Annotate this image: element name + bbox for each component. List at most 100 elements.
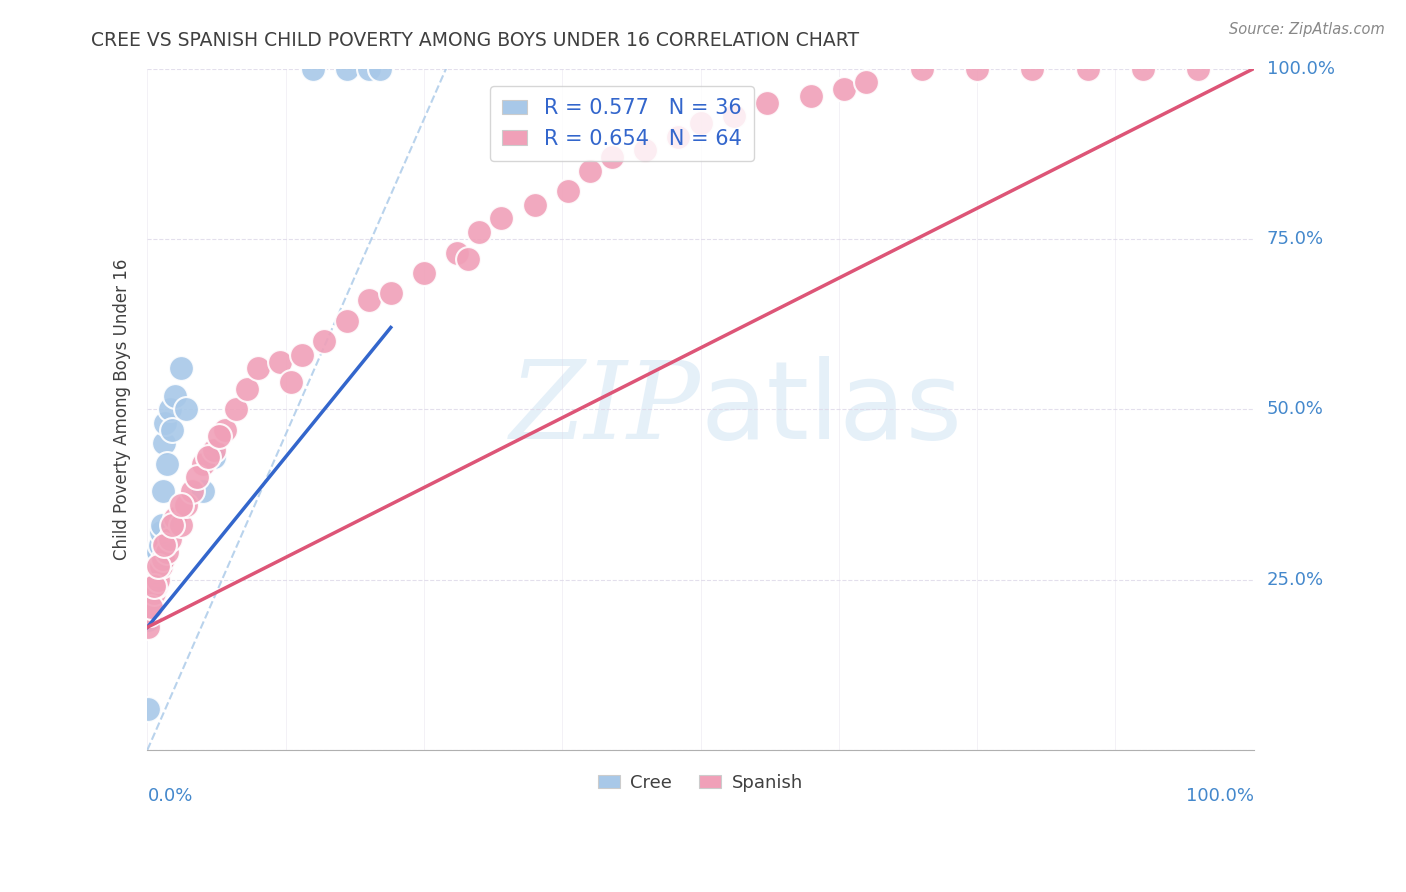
- Point: [138, 607, 160, 621]
- Point: [600, 150, 623, 164]
- Point: [143, 558, 166, 573]
- Point: [156, 545, 179, 559]
- Point: [146, 552, 169, 566]
- Point: [165, 511, 187, 525]
- Point: [153, 436, 176, 450]
- Point: [143, 573, 166, 587]
- Point: [269, 354, 291, 368]
- Point: [165, 389, 187, 403]
- Point: [152, 483, 174, 498]
- Point: [191, 483, 214, 498]
- Point: [148, 545, 170, 559]
- Point: [357, 293, 380, 308]
- Point: [523, 198, 546, 212]
- Point: [668, 129, 690, 144]
- Point: [146, 566, 169, 580]
- Point: [180, 483, 202, 498]
- Point: [139, 599, 162, 614]
- Point: [634, 144, 657, 158]
- Point: [468, 225, 491, 239]
- Point: [139, 593, 162, 607]
- Point: [156, 457, 179, 471]
- Point: [138, 702, 160, 716]
- Point: [145, 579, 167, 593]
- Point: [214, 423, 236, 437]
- Point: [202, 450, 225, 464]
- Point: [380, 286, 402, 301]
- Point: [225, 402, 247, 417]
- Point: [152, 552, 174, 566]
- Point: [855, 75, 877, 89]
- Point: [149, 558, 172, 573]
- Point: [142, 586, 165, 600]
- Point: [1021, 62, 1043, 76]
- Point: [186, 470, 208, 484]
- Point: [153, 539, 176, 553]
- Point: [1187, 62, 1209, 76]
- Point: [291, 348, 314, 362]
- Legend: Cree, Spanish: Cree, Spanish: [591, 766, 810, 798]
- Point: [141, 599, 163, 614]
- Point: [148, 558, 170, 573]
- Text: 100.0%: 100.0%: [1185, 788, 1254, 805]
- Text: 75.0%: 75.0%: [1267, 230, 1324, 248]
- Point: [357, 62, 380, 76]
- Point: [139, 586, 162, 600]
- Point: [800, 88, 823, 103]
- Point: [446, 245, 468, 260]
- Point: [174, 498, 197, 512]
- Point: [557, 184, 579, 198]
- Point: [159, 402, 181, 417]
- Point: [208, 429, 231, 443]
- Point: [150, 518, 173, 533]
- Text: 100.0%: 100.0%: [1267, 60, 1334, 78]
- Point: [149, 524, 172, 539]
- Point: [139, 599, 162, 614]
- Point: [143, 579, 166, 593]
- Point: [236, 382, 259, 396]
- Point: [160, 423, 183, 437]
- Point: [148, 573, 170, 587]
- Point: [191, 457, 214, 471]
- Point: [335, 313, 357, 327]
- Text: 50.0%: 50.0%: [1267, 401, 1324, 418]
- Point: [202, 443, 225, 458]
- Point: [491, 211, 513, 226]
- Point: [138, 620, 160, 634]
- Point: [413, 266, 436, 280]
- Point: [169, 361, 191, 376]
- Point: [143, 586, 166, 600]
- Point: [457, 252, 479, 267]
- Point: [280, 375, 302, 389]
- Text: Source: ZipAtlas.com: Source: ZipAtlas.com: [1229, 22, 1385, 37]
- Point: [143, 579, 166, 593]
- Point: [169, 498, 191, 512]
- Point: [1077, 62, 1099, 76]
- Point: [335, 62, 357, 76]
- Point: [1132, 62, 1154, 76]
- Text: CREE VS SPANISH CHILD POVERTY AMONG BOYS UNDER 16 CORRELATION CHART: CREE VS SPANISH CHILD POVERTY AMONG BOYS…: [91, 31, 859, 50]
- Point: [159, 532, 181, 546]
- Point: [141, 579, 163, 593]
- Point: [966, 62, 988, 76]
- Point: [141, 593, 163, 607]
- Point: [169, 518, 191, 533]
- Point: [755, 95, 778, 110]
- Point: [160, 518, 183, 533]
- Point: [143, 573, 166, 587]
- Point: [174, 402, 197, 417]
- Point: [153, 416, 176, 430]
- Text: atlas: atlas: [700, 356, 963, 462]
- Point: [148, 539, 170, 553]
- Point: [142, 573, 165, 587]
- Point: [138, 607, 160, 621]
- Point: [723, 109, 745, 123]
- Point: [143, 566, 166, 580]
- Text: 0.0%: 0.0%: [148, 788, 193, 805]
- Point: [197, 450, 219, 464]
- Point: [138, 593, 160, 607]
- Point: [142, 579, 165, 593]
- Point: [247, 361, 270, 376]
- Point: [911, 62, 934, 76]
- Point: [579, 163, 602, 178]
